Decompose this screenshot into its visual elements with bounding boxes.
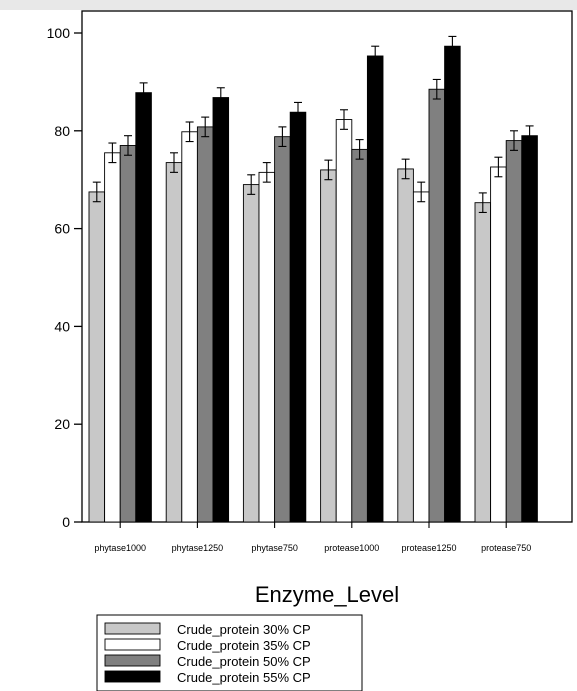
y-tick-label: 20 — [54, 416, 70, 432]
error-bar — [432, 78, 441, 100]
legend-swatch — [104, 670, 161, 683]
bar-phytase750-s4 — [289, 111, 307, 523]
x-axis: phytase1000 phytase1250 phytase750 protease… — [94, 522, 531, 553]
legend-swatch — [104, 638, 161, 651]
bar-protease1000-s1 — [320, 169, 337, 523]
error-bar — [216, 87, 225, 108]
bar-phytase1250-s2 — [181, 131, 198, 523]
bar-protease1000-s2 — [335, 119, 353, 523]
error-bar — [510, 130, 518, 151]
bar-protease750-s3 — [505, 140, 523, 523]
top-strip — [0, 0, 577, 10]
error-bar — [108, 142, 117, 164]
bar-phytase750-s2 — [258, 171, 276, 523]
bar-phytase750-s3 — [274, 136, 291, 523]
error-bar — [371, 45, 380, 67]
bar-phytase1250-s3 — [196, 126, 214, 523]
x-tick-label: phytase750 — [251, 543, 298, 553]
x-tick-label: protease1000 — [324, 543, 379, 553]
error-bar — [525, 125, 534, 147]
x-tick-label: phytase1250 — [172, 543, 224, 553]
legend-label: Crude_protein 30% CP — [177, 622, 311, 637]
bar-phytase1000-s4 — [135, 92, 152, 523]
x-axis-title: Enzyme_Level — [255, 582, 399, 607]
error-bar — [124, 135, 132, 156]
bar-phytase1000-s3 — [119, 145, 137, 523]
bar-phytase1250-s4 — [212, 97, 230, 523]
bar-protease1250-s2 — [412, 191, 430, 523]
error-bar — [448, 35, 457, 57]
error-bar — [139, 82, 148, 103]
bar-protease1250-s4 — [444, 45, 461, 523]
bar-protease750-s4 — [521, 135, 538, 523]
error-bar — [478, 192, 487, 214]
bar-protease1250-s3 — [428, 88, 446, 523]
y-tick-label: 0 — [62, 514, 70, 530]
x-tick-label: phytase1000 — [94, 543, 146, 553]
error-bar — [185, 121, 194, 143]
legend-label: Crude_protein 55% CP — [177, 670, 311, 685]
bars-group — [88, 35, 538, 523]
bar-phytase1000-s1 — [88, 191, 106, 523]
error-bar — [417, 181, 426, 203]
error-bar — [294, 101, 302, 123]
y-tick-label: 100 — [47, 25, 71, 41]
y-tick-label: 40 — [54, 318, 70, 334]
legend-swatch — [104, 622, 161, 635]
error-bar — [355, 139, 364, 160]
error-bar — [278, 126, 287, 147]
bar-protease750-s2 — [490, 166, 507, 523]
error-bar — [340, 109, 348, 130]
error-bar — [170, 152, 178, 173]
legend-label: Crude_protein 35% CP — [177, 638, 311, 653]
bar-protease1250-s1 — [397, 168, 414, 523]
error-bar — [201, 116, 210, 138]
x-tick-label: protease1250 — [401, 543, 456, 553]
y-tick-label: 80 — [54, 123, 70, 139]
bar-phytase1000-s2 — [104, 152, 121, 523]
y-axis: 0 20 40 60 80 100 — [47, 25, 82, 530]
bar-protease750-s1 — [474, 202, 492, 523]
legend-swatch — [104, 654, 161, 667]
x-tick-label: protease750 — [481, 543, 531, 553]
error-bar — [401, 158, 410, 180]
error-bar — [247, 174, 256, 195]
legend-label: Crude_protein 50% CP — [177, 654, 311, 669]
error-bar — [494, 156, 503, 178]
bar-protease1000-s4 — [366, 55, 384, 523]
bar-phytase750-s1 — [242, 184, 260, 523]
error-bar — [92, 181, 101, 203]
error-bar — [262, 162, 271, 183]
error-bar — [324, 159, 333, 181]
bar-protease1000-s3 — [351, 148, 368, 523]
bar-phytase1250-s1 — [165, 162, 183, 523]
y-tick-label: 60 — [54, 221, 70, 237]
